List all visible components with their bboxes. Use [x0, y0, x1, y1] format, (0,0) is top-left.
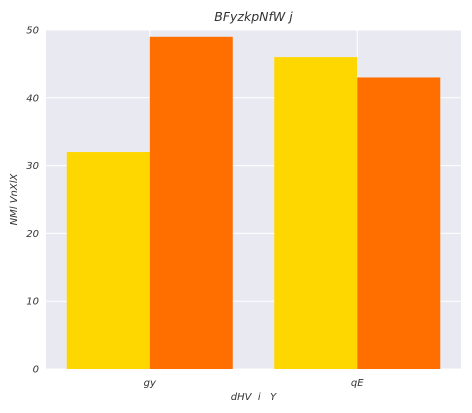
y-tick-label: 30	[26, 161, 39, 172]
y-tick-label: 10	[26, 297, 39, 308]
bar	[150, 37, 233, 369]
y-tick-label: 50	[26, 26, 39, 37]
y-tick-label: 40	[26, 93, 39, 104]
y-tick-labels: 0 10 20 30 40 50	[26, 26, 39, 376]
y-axis-label: NMl VnXlX	[9, 172, 20, 225]
chart-title: BFyzkpNfW j	[214, 9, 293, 24]
bar	[274, 57, 357, 369]
x-axis-label: dHV i Y	[231, 392, 277, 403]
y-tick-label: 20	[26, 229, 39, 240]
y-tick-label: 0	[33, 365, 39, 376]
x-tick-labels: gy qE	[144, 378, 365, 389]
x-tick-label: qE	[351, 378, 364, 389]
bar	[357, 77, 440, 369]
x-tick-label: gy	[144, 378, 157, 389]
bar	[67, 152, 150, 369]
